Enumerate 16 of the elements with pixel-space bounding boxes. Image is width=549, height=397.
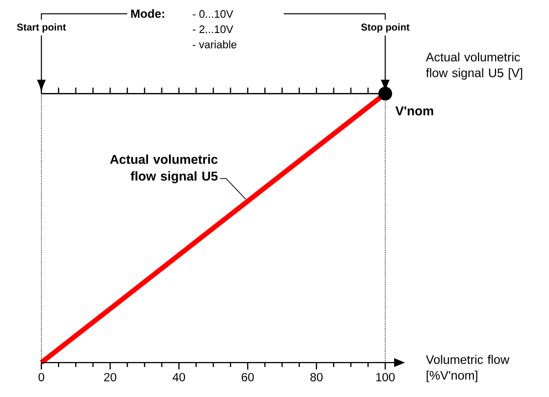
ref-line-label: Start point [17, 23, 66, 33]
text: - variable [192, 40, 236, 48]
x-tick-label: 40 [172, 372, 186, 382]
text: - 0...10V [192, 10, 234, 18]
y-axis-title: Actual volumetric flow signal U5 [V] [426, 52, 522, 80]
x-axis-title: Volumetric flow [%V'nom] [426, 354, 510, 382]
x-tick-label: 20 [104, 372, 116, 382]
x-tick-label: 60 [242, 372, 254, 382]
x-tick-label: 0 [38, 372, 44, 382]
annotation: Actual volumetric flow signal U5 [110, 154, 218, 184]
annotation: V'nom [395, 106, 434, 116]
text: - 2...10V [192, 25, 234, 34]
text: Mode: [131, 9, 164, 18]
x-tick-label: 80 [310, 372, 323, 382]
x-tick-label: 100 [376, 372, 395, 382]
ref-line-label: Stop point [361, 23, 410, 33]
